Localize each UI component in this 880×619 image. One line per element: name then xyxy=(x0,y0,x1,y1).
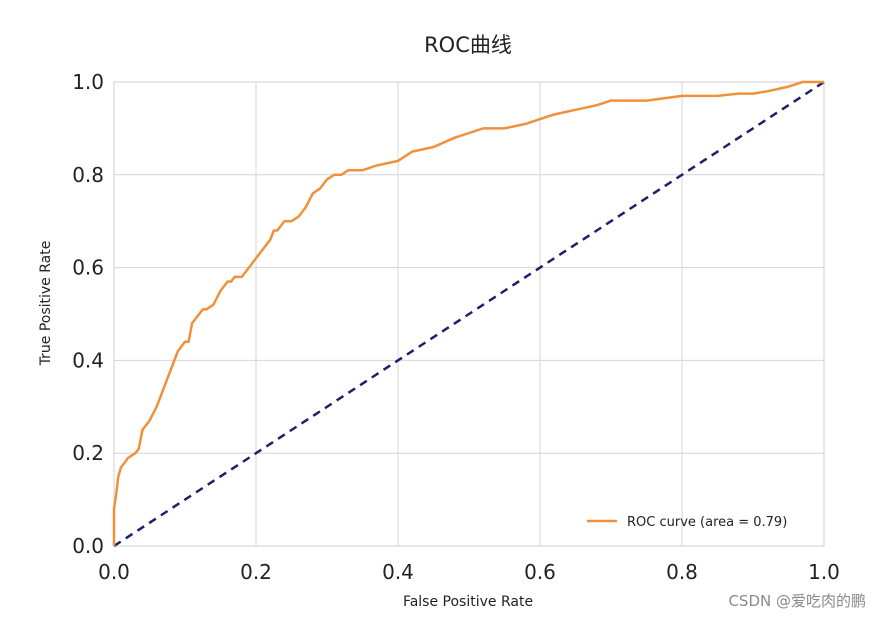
roc-curve-line xyxy=(112,80,824,546)
x-tick-label: 0.0 xyxy=(98,560,130,584)
legend: ROC curve (area = 0.79) xyxy=(587,515,787,530)
grid xyxy=(113,81,825,547)
x-tick-label: 0.6 xyxy=(524,560,556,584)
series-lines xyxy=(112,80,825,548)
y-tick-label: 0.0 xyxy=(72,534,104,558)
x-tick-label: 1.0 xyxy=(808,560,840,584)
y-tick-label: 0.6 xyxy=(72,256,104,280)
tick-labels: 0.0 0.2 0.4 0.6 0.8 1.0 0.0 0.2 0.4 0.6 0.8 1.0 xyxy=(72,70,840,584)
plot-frame xyxy=(113,81,825,547)
watermark: CSDN @爱吃肉的鹏 xyxy=(728,592,866,610)
chart-title: ROC曲线 xyxy=(424,33,512,57)
chance-diagonal-line xyxy=(113,80,825,548)
y-axis-label: True Positive Rate xyxy=(38,241,54,367)
y-tick-label: 0.2 xyxy=(72,441,104,465)
x-tick-label: 0.2 xyxy=(240,560,272,584)
y-tick-label: 0.8 xyxy=(72,163,104,187)
y-tick-label: 1.0 xyxy=(72,70,104,94)
legend-label: ROC curve (area = 0.79) xyxy=(627,515,787,530)
x-tick-label: 0.8 xyxy=(666,560,698,584)
x-tick-label: 0.4 xyxy=(382,560,414,584)
x-axis-label: False Positive Rate xyxy=(403,594,533,610)
y-tick-label: 0.4 xyxy=(72,348,104,372)
